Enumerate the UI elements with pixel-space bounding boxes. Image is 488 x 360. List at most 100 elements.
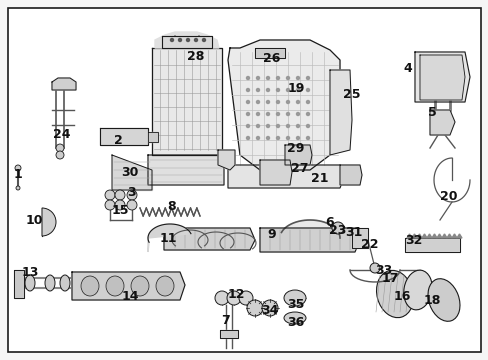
Circle shape	[266, 125, 269, 127]
Text: 33: 33	[375, 264, 392, 276]
Text: 8: 8	[167, 201, 176, 213]
Polygon shape	[254, 48, 285, 58]
Polygon shape	[148, 155, 224, 185]
Polygon shape	[162, 36, 212, 48]
Polygon shape	[163, 228, 254, 250]
Polygon shape	[14, 270, 24, 298]
Ellipse shape	[81, 276, 99, 296]
Circle shape	[306, 77, 309, 80]
Polygon shape	[406, 234, 411, 238]
Text: 36: 36	[287, 315, 304, 328]
Circle shape	[256, 77, 259, 80]
Circle shape	[276, 100, 279, 104]
Circle shape	[296, 112, 299, 116]
Text: 20: 20	[439, 189, 457, 202]
Circle shape	[286, 89, 289, 91]
Circle shape	[215, 291, 228, 305]
Circle shape	[16, 186, 20, 190]
Ellipse shape	[106, 276, 124, 296]
Text: 7: 7	[221, 314, 230, 327]
Circle shape	[266, 77, 269, 80]
Circle shape	[256, 89, 259, 91]
Text: 2: 2	[113, 134, 122, 147]
Circle shape	[56, 144, 64, 152]
Polygon shape	[456, 234, 461, 238]
Polygon shape	[329, 70, 351, 155]
Polygon shape	[260, 228, 359, 252]
Circle shape	[256, 125, 259, 127]
Circle shape	[56, 151, 64, 159]
Text: 11: 11	[159, 231, 176, 244]
Text: 35: 35	[287, 297, 304, 310]
Text: 29: 29	[287, 141, 304, 154]
Text: 5: 5	[427, 107, 435, 120]
Polygon shape	[429, 110, 454, 135]
Circle shape	[306, 136, 309, 139]
Circle shape	[246, 89, 249, 91]
Circle shape	[306, 100, 309, 104]
Circle shape	[246, 300, 263, 316]
Circle shape	[276, 77, 279, 80]
Circle shape	[369, 263, 379, 273]
Text: 6: 6	[325, 216, 334, 229]
Text: 4: 4	[403, 62, 411, 75]
Circle shape	[266, 100, 269, 104]
Ellipse shape	[284, 312, 305, 324]
Text: 23: 23	[328, 224, 346, 237]
Circle shape	[286, 112, 289, 116]
Polygon shape	[218, 150, 235, 170]
Circle shape	[276, 125, 279, 127]
Text: 30: 30	[121, 166, 139, 179]
Ellipse shape	[156, 276, 174, 296]
Polygon shape	[426, 234, 431, 238]
Text: 21: 21	[311, 171, 328, 184]
Circle shape	[266, 89, 269, 91]
Circle shape	[286, 136, 289, 139]
Circle shape	[331, 222, 343, 234]
Circle shape	[266, 112, 269, 116]
Text: 17: 17	[381, 271, 398, 284]
Polygon shape	[155, 32, 219, 48]
Polygon shape	[351, 228, 367, 248]
Text: 28: 28	[187, 49, 204, 63]
Text: 26: 26	[263, 51, 280, 64]
Polygon shape	[404, 238, 459, 252]
Circle shape	[15, 165, 21, 171]
Polygon shape	[411, 234, 416, 238]
Text: 14: 14	[121, 289, 139, 302]
Text: 16: 16	[392, 289, 410, 302]
Circle shape	[246, 100, 249, 104]
Circle shape	[115, 190, 125, 200]
Ellipse shape	[427, 279, 459, 321]
Circle shape	[127, 200, 137, 210]
Circle shape	[226, 291, 241, 305]
Circle shape	[256, 112, 259, 116]
Circle shape	[266, 136, 269, 139]
Circle shape	[127, 190, 137, 200]
Circle shape	[286, 77, 289, 80]
Circle shape	[296, 77, 299, 80]
Circle shape	[286, 100, 289, 104]
Circle shape	[306, 89, 309, 91]
Text: 15: 15	[111, 203, 128, 216]
Circle shape	[105, 200, 115, 210]
Circle shape	[296, 89, 299, 91]
Polygon shape	[441, 234, 446, 238]
Text: 25: 25	[343, 87, 360, 100]
Polygon shape	[220, 330, 238, 338]
Polygon shape	[419, 55, 464, 100]
Text: 3: 3	[127, 185, 136, 198]
Circle shape	[170, 39, 173, 41]
Text: 27: 27	[291, 162, 308, 175]
Polygon shape	[148, 132, 158, 142]
Text: 10: 10	[25, 213, 42, 226]
Ellipse shape	[403, 270, 431, 310]
Ellipse shape	[376, 270, 413, 318]
Polygon shape	[421, 234, 426, 238]
Polygon shape	[148, 224, 190, 252]
Ellipse shape	[60, 275, 70, 291]
Ellipse shape	[45, 275, 55, 291]
Circle shape	[306, 112, 309, 116]
Circle shape	[276, 136, 279, 139]
Ellipse shape	[131, 276, 149, 296]
